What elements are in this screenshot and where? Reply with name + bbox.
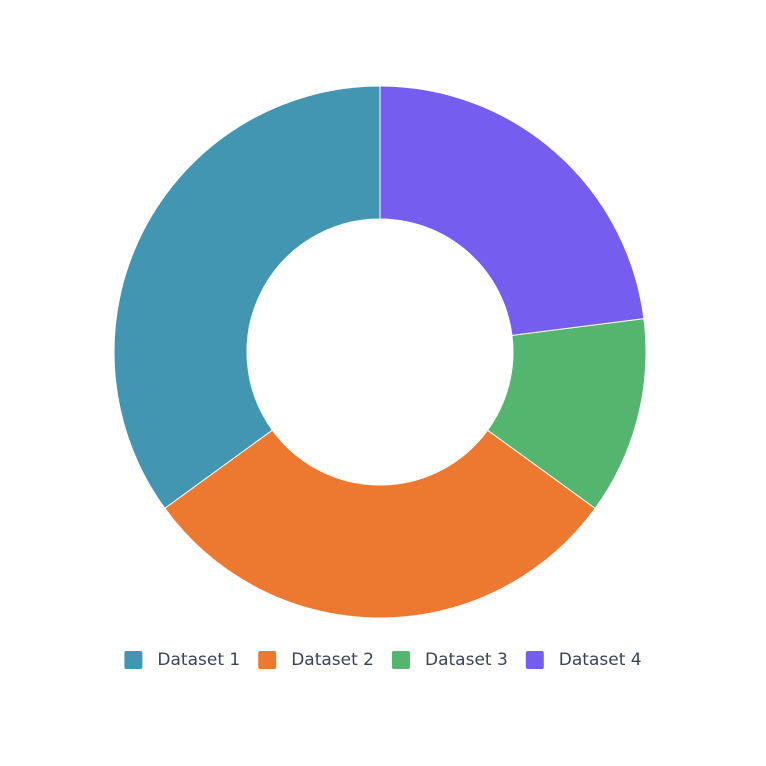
legend-swatch: [124, 651, 143, 669]
slice: [164, 429, 596, 619]
legend-label: Dataset 4: [559, 650, 642, 670]
legend-label: Dataset 1: [157, 650, 240, 670]
slice: [379, 85, 645, 336]
slice: [113, 85, 381, 510]
legend-swatch: [525, 651, 544, 669]
legend-swatch: [258, 651, 277, 669]
legend-label: Dataset 3: [425, 650, 508, 670]
legend-swatch: [392, 651, 410, 669]
legend: Dataset 1 Dataset 2 Dataset 3 Dataset 4: [124, 650, 642, 670]
legend-label: Dataset 2: [291, 650, 374, 670]
